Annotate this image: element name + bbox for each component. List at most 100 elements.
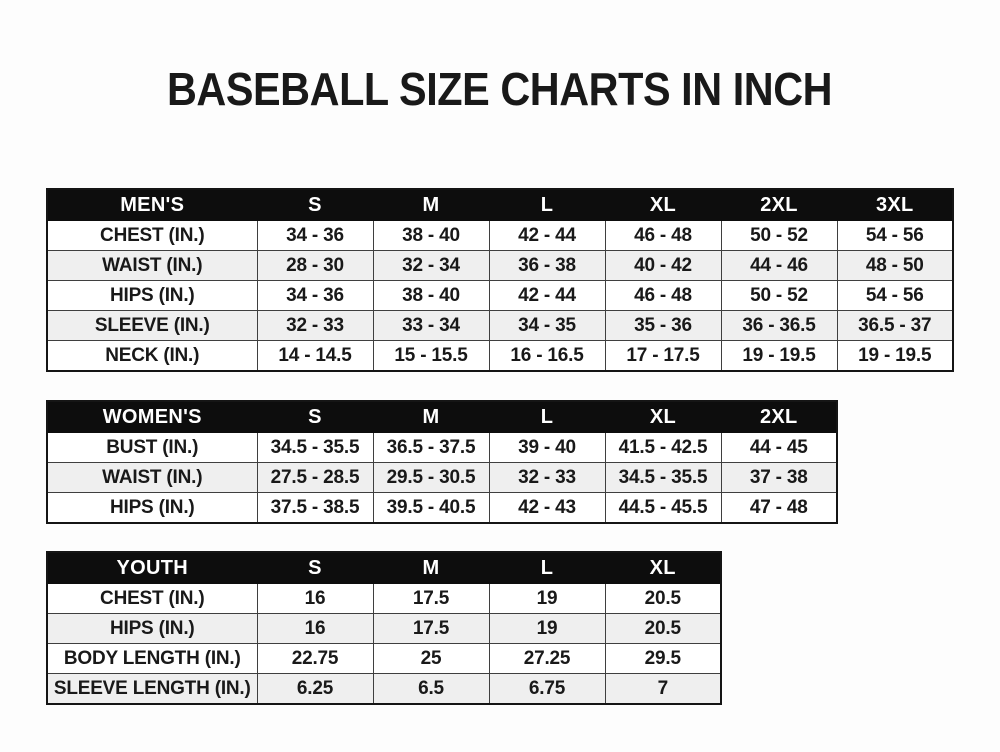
size-column-header: M (372, 551, 490, 584)
size-column-header: XL (604, 551, 722, 584)
size-value-cell: 20.5 (604, 583, 722, 614)
size-value-cell: 19 (488, 613, 606, 644)
size-value-cell: 44 - 45 (720, 432, 838, 463)
size-column-header: S (256, 188, 374, 221)
table-title-header: MEN'S (46, 188, 258, 221)
page-title: BASEBALL SIZE CHARTS IN INCH (0, 62, 1000, 116)
measurement-label-cell: CHEST (IN.) (46, 583, 258, 614)
size-value-cell: 17.5 (372, 613, 490, 644)
size-value-cell: 20.5 (604, 613, 722, 644)
measurement-label-cell: SLEEVE (IN.) (46, 310, 258, 341)
size-value-cell: 34.5 - 35.5 (256, 432, 374, 463)
size-value-cell: 38 - 40 (372, 220, 490, 251)
size-value-cell: 7 (604, 673, 722, 705)
size-value-cell: 54 - 56 (836, 220, 954, 251)
size-value-cell: 32 - 33 (488, 462, 606, 493)
table-row: HIPS (IN.) 34 - 36 38 - 40 42 - 44 46 - 48 50… (46, 280, 954, 311)
size-table: YOUTH S M L XL CHEST (IN.) 16 17.5 19 20.5 HIPS (I… (46, 551, 722, 705)
size-value-cell: 16 - 16.5 (488, 340, 606, 372)
measurement-label-cell: BODY LENGTH (IN.) (46, 643, 258, 674)
size-value-cell: 6.75 (488, 673, 606, 705)
size-value-cell: 34 - 36 (256, 280, 374, 311)
size-column-header: L (488, 551, 606, 584)
size-value-cell: 15 - 15.5 (372, 340, 490, 372)
page-title-text: BASEBALL SIZE CHARTS IN INCH (167, 63, 833, 115)
size-value-cell: 37 - 38 (720, 462, 838, 493)
size-value-cell: 36.5 - 37 (836, 310, 954, 341)
header-row: YOUTH S M L XL (46, 551, 722, 584)
measurement-label-cell: HIPS (IN.) (46, 613, 258, 644)
size-table: MEN'S S M L XL 2XL 3XL CHEST (IN.) 34 - 36 38 - 4… (46, 188, 954, 372)
measurement-label-cell: HIPS (IN.) (46, 280, 258, 311)
table-row: WAIST (IN.) 27.5 - 28.5 29.5 - 30.5 32 - 33… (46, 462, 838, 493)
size-value-cell: 47 - 48 (720, 492, 838, 524)
size-value-cell: 34 - 36 (256, 220, 374, 251)
size-value-cell: 39.5 - 40.5 (372, 492, 490, 524)
size-column-header: L (488, 188, 606, 221)
size-value-cell: 42 - 44 (488, 220, 606, 251)
size-column-header: 2XL (720, 400, 838, 433)
table-row: BUST (IN.) 34.5 - 35.5 36.5 - 37.5 39 - 40 4… (46, 432, 838, 463)
measurement-label-cell: WAIST (IN.) (46, 250, 258, 281)
womens-size-table-section: WOMEN'S S M L XL 2XL BUST (IN.) 34.5 - 35.5 36.5… (46, 400, 838, 524)
measurement-label-cell: BUST (IN.) (46, 432, 258, 463)
size-value-cell: 36.5 - 37.5 (372, 432, 490, 463)
size-value-cell: 19 (488, 583, 606, 614)
size-table: WOMEN'S S M L XL 2XL BUST (IN.) 34.5 - 35.5 36.5… (46, 400, 838, 524)
size-value-cell: 40 - 42 (604, 250, 722, 281)
mens-size-table-section: MEN'S S M L XL 2XL 3XL CHEST (IN.) 34 - 36 38 - 4… (46, 188, 954, 372)
size-column-header: L (488, 400, 606, 433)
measurement-label-cell: CHEST (IN.) (46, 220, 258, 251)
size-value-cell: 6.25 (256, 673, 374, 705)
size-column-header: M (372, 400, 490, 433)
size-value-cell: 46 - 48 (604, 280, 722, 311)
size-value-cell: 46 - 48 (604, 220, 722, 251)
size-value-cell: 42 - 43 (488, 492, 606, 524)
size-value-cell: 36 - 38 (488, 250, 606, 281)
size-value-cell: 50 - 52 (720, 280, 838, 311)
size-value-cell: 19 - 19.5 (720, 340, 838, 372)
size-value-cell: 22.75 (256, 643, 374, 674)
size-value-cell: 16 (256, 583, 374, 614)
youth-size-table-section: YOUTH S M L XL CHEST (IN.) 16 17.5 19 20.5 HIPS (I… (46, 551, 722, 705)
table-row: BODY LENGTH (IN.) 22.75 25 27.25 29.5 (46, 643, 722, 674)
size-value-cell: 44 - 46 (720, 250, 838, 281)
table-row: HIPS (IN.) 37.5 - 38.5 39.5 - 40.5 42 - 43 4… (46, 492, 838, 524)
size-value-cell: 29.5 - 30.5 (372, 462, 490, 493)
table-row: CHEST (IN.) 16 17.5 19 20.5 (46, 583, 722, 614)
table-title-header: YOUTH (46, 551, 258, 584)
size-value-cell: 17 - 17.5 (604, 340, 722, 372)
size-column-header: 3XL (836, 188, 954, 221)
table-title-header: WOMEN'S (46, 400, 258, 433)
table-row: NECK (IN.) 14 - 14.5 15 - 15.5 16 - 16.5 17 … (46, 340, 954, 372)
size-value-cell: 44.5 - 45.5 (604, 492, 722, 524)
size-value-cell: 33 - 34 (372, 310, 490, 341)
size-column-header: XL (604, 400, 722, 433)
size-column-header: 2XL (720, 188, 838, 221)
size-value-cell: 50 - 52 (720, 220, 838, 251)
size-column-header: M (372, 188, 490, 221)
size-value-cell: 38 - 40 (372, 280, 490, 311)
size-value-cell: 39 - 40 (488, 432, 606, 463)
size-value-cell: 42 - 44 (488, 280, 606, 311)
size-value-cell: 28 - 30 (256, 250, 374, 281)
header-row: MEN'S S M L XL 2XL 3XL (46, 188, 954, 221)
measurement-label-cell: HIPS (IN.) (46, 492, 258, 524)
size-value-cell: 54 - 56 (836, 280, 954, 311)
measurement-label-cell: SLEEVE LENGTH (IN.) (46, 673, 258, 705)
size-value-cell: 41.5 - 42.5 (604, 432, 722, 463)
size-value-cell: 34 - 35 (488, 310, 606, 341)
size-column-header: S (256, 400, 374, 433)
header-row: WOMEN'S S M L XL 2XL (46, 400, 838, 433)
table-row: SLEEVE LENGTH (IN.) 6.25 6.5 6.75 7 (46, 673, 722, 705)
size-value-cell: 32 - 34 (372, 250, 490, 281)
measurement-label-cell: WAIST (IN.) (46, 462, 258, 493)
size-value-cell: 27.5 - 28.5 (256, 462, 374, 493)
size-value-cell: 37.5 - 38.5 (256, 492, 374, 524)
measurement-label-cell: NECK (IN.) (46, 340, 258, 372)
table-row: WAIST (IN.) 28 - 30 32 - 34 36 - 38 40 - 42 4… (46, 250, 954, 281)
table-row: HIPS (IN.) 16 17.5 19 20.5 (46, 613, 722, 644)
size-value-cell: 34.5 - 35.5 (604, 462, 722, 493)
size-value-cell: 27.25 (488, 643, 606, 674)
table-row: SLEEVE (IN.) 32 - 33 33 - 34 34 - 35 35 - 36… (46, 310, 954, 341)
